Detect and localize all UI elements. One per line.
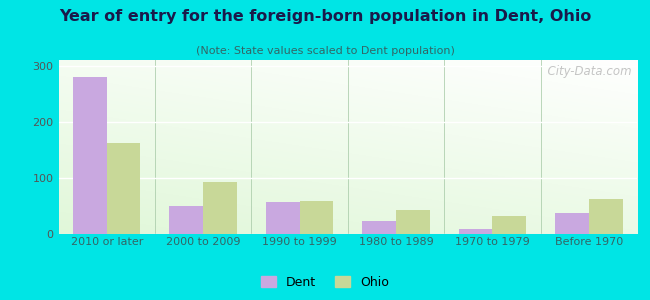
Bar xyxy=(459,229,493,234)
Bar xyxy=(170,206,203,234)
Bar xyxy=(203,182,237,234)
Bar xyxy=(555,213,589,234)
Bar xyxy=(73,77,107,234)
Text: Year of entry for the foreign-born population in Dent, Ohio: Year of entry for the foreign-born popul… xyxy=(58,9,592,24)
Bar xyxy=(107,142,140,234)
Bar xyxy=(396,210,430,234)
Bar xyxy=(362,221,396,234)
Bar xyxy=(589,199,623,234)
Text: City-Data.com: City-Data.com xyxy=(540,65,631,78)
Bar xyxy=(493,216,526,234)
Text: (Note: State values scaled to Dent population): (Note: State values scaled to Dent popul… xyxy=(196,46,454,56)
Legend: Dent, Ohio: Dent, Ohio xyxy=(256,271,394,294)
Bar xyxy=(266,202,300,234)
Bar xyxy=(300,201,333,234)
